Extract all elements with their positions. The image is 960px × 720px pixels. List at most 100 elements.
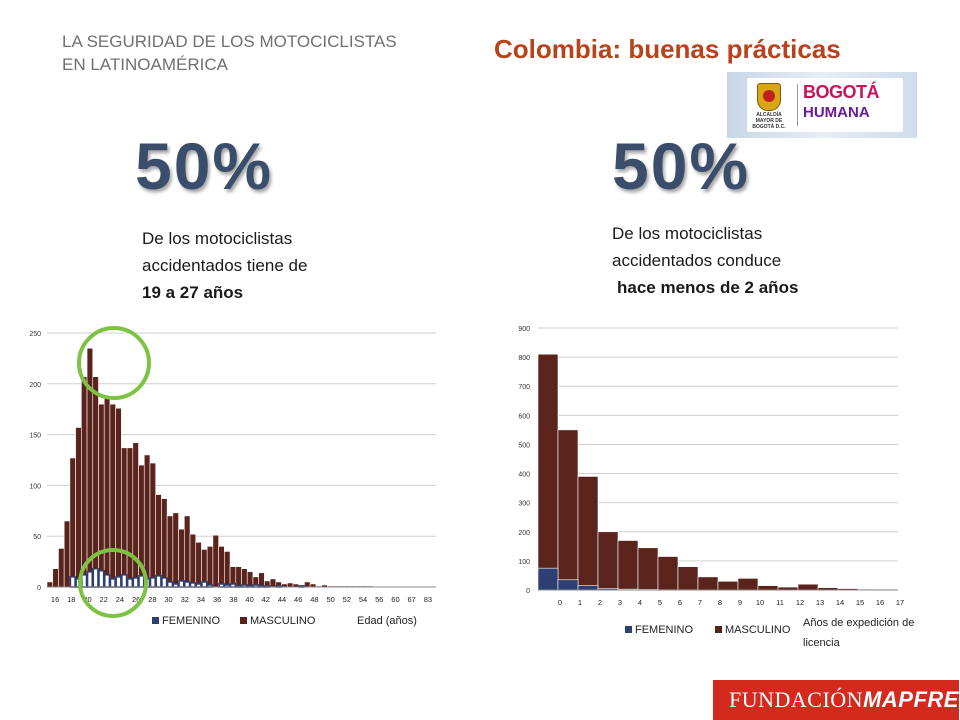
x-tick-label: 24 [116, 595, 124, 604]
x-tick-label: 12 [796, 598, 804, 607]
bar-masculino [537, 353, 559, 591]
bar-masculino [657, 556, 679, 591]
legend-label-femenino: FEMENINO [635, 624, 694, 636]
x-tick-label: 22 [100, 595, 108, 604]
right-desc-line1: De los motociclistas [612, 224, 763, 243]
x-tick-label: 67 [408, 595, 416, 604]
x-tick-label: 56 [375, 595, 383, 604]
bar-masculino [737, 578, 759, 591]
y-tick-label: 100 [518, 559, 530, 566]
x-tick-label: 60 [391, 595, 399, 604]
left-percent: 50% [135, 129, 274, 203]
x-tick-label: 20 [83, 595, 91, 604]
bar-masculino [597, 531, 619, 591]
logo-card: ALCALDÍA MAYOR DE BOGOTÁ D.C. BOGOTÁ HUM… [747, 78, 903, 132]
x-tick-label: 50 [326, 595, 334, 604]
bogota-humana-logo: ALCALDÍA MAYOR DE BOGOTÁ D.C. BOGOTÁ HUM… [727, 72, 917, 138]
bar-femenino [537, 567, 559, 591]
x-tick-label: 2 [598, 598, 602, 607]
x-tick-label: 28 [148, 595, 156, 604]
highlight-circle-peak [77, 326, 151, 400]
x-tick-label: 42 [262, 595, 270, 604]
x-tick-label: 7 [698, 598, 702, 607]
y-tick-label: 800 [518, 355, 530, 362]
x-tick-label: 3 [618, 598, 622, 607]
header-title-line2: EN LATINOAMÉRICA [62, 55, 228, 74]
header-title-line1: LA SEGURIDAD DE LOS MOTOCICLISTAS [62, 32, 397, 51]
x-tick-label: 52 [343, 595, 351, 604]
right-desc-line2: accidentados conduce [612, 251, 782, 270]
bar-masculino [677, 566, 699, 591]
right-percent: 50% [612, 129, 751, 203]
right-description: De los motociclistas accidentados conduc… [612, 220, 872, 301]
alcaldia-label: ALCALDÍA MAYOR DE BOGOTÁ D.C. [752, 112, 786, 130]
x-tick-label: 36 [213, 595, 221, 604]
x-tick-label: 26 [132, 595, 140, 604]
y-tick-label: 150 [29, 433, 41, 440]
x-tick-label: 4 [638, 598, 642, 607]
x-tick-label: 44 [278, 595, 286, 604]
y-tick-label: 50 [33, 534, 41, 541]
y-tick-label: 200 [518, 530, 530, 537]
logo-brand-line2: HUMANA [803, 104, 870, 121]
legend-label-masculino: MASCULINO [250, 615, 316, 627]
x-tick-label: 9 [738, 598, 742, 607]
x-tick-label: 14 [836, 598, 844, 607]
highlight-circle-base [78, 548, 148, 618]
x-axis-title-line1: Años de expedición de [803, 617, 914, 629]
x-tick-label: 5 [658, 598, 662, 607]
footer-brand-a: FUNDACIÓN [729, 687, 864, 712]
x-tick-label: 11 [776, 598, 784, 607]
y-tick-label: 700 [518, 384, 530, 391]
legend-swatch-femenino [152, 617, 159, 624]
coat-of-arms-icon [757, 83, 781, 111]
x-axis-title-line2: licencia [803, 637, 841, 649]
x-tick-label: 40 [245, 595, 253, 604]
legend-swatch-femenino [625, 626, 632, 633]
x-tick-label: 6 [678, 598, 682, 607]
bar-masculino [557, 429, 579, 591]
y-tick-label: 0 [526, 588, 530, 595]
header-title: LA SEGURIDAD DE LOS MOTOCICLISTAS EN LAT… [62, 30, 462, 76]
bar-masculino [577, 476, 599, 591]
left-desc-line1: De los motociclistas [142, 229, 293, 248]
bar-masculino [617, 540, 639, 591]
x-tick-label: 32 [181, 595, 189, 604]
footer-brand-b: MAPFRE [863, 687, 959, 712]
left-desc-highlight: 19 a 27 años [142, 283, 244, 302]
x-tick-label: 15 [856, 598, 864, 607]
x-tick-label: 46 [294, 595, 302, 604]
section-subtitle: Colombia: buenas prácticas [494, 34, 841, 64]
bar-femenino [577, 585, 599, 591]
y-tick-label: 500 [518, 442, 530, 449]
legend-swatch-masculino [715, 626, 722, 633]
x-tick-label: 13 [816, 598, 824, 607]
left-description: De los motociclistas accidentados tiene … [142, 225, 402, 306]
logo-brand-line1: BOGOTÁ [803, 82, 880, 102]
bar-masculino [637, 547, 659, 591]
footer-brand: FUNDACIÓNMAPFRE [729, 687, 959, 713]
x-tick-label: 17 [896, 598, 904, 607]
x-tick-label: 30 [164, 595, 172, 604]
y-tick-label: 0 [37, 585, 41, 592]
left-desc-line2: accidentados tiene de [142, 256, 308, 275]
bar-masculino [717, 580, 739, 591]
bar-masculino [797, 583, 819, 591]
fundacion-mapfre-logo: FUNDACIÓNMAPFRE [713, 680, 959, 720]
x-tick-label: 34 [197, 595, 205, 604]
y-tick-label: 250 [29, 331, 41, 338]
y-tick-label: 600 [518, 413, 530, 420]
x-tick-label: 54 [359, 595, 367, 604]
legend-label-masculino: MASCULINO [725, 624, 791, 636]
x-tick-label: 1 [578, 598, 582, 607]
bar-masculino [757, 585, 779, 591]
y-tick-label: 100 [29, 483, 41, 490]
x-tick-label: 16 [876, 598, 884, 607]
y-tick-label: 200 [29, 382, 41, 389]
legend-swatch-masculino [240, 617, 247, 624]
x-tick-label: 10 [756, 598, 764, 607]
y-tick-label: 400 [518, 472, 530, 479]
x-tick-label: 16 [51, 595, 59, 604]
bar-femenino [557, 579, 579, 591]
